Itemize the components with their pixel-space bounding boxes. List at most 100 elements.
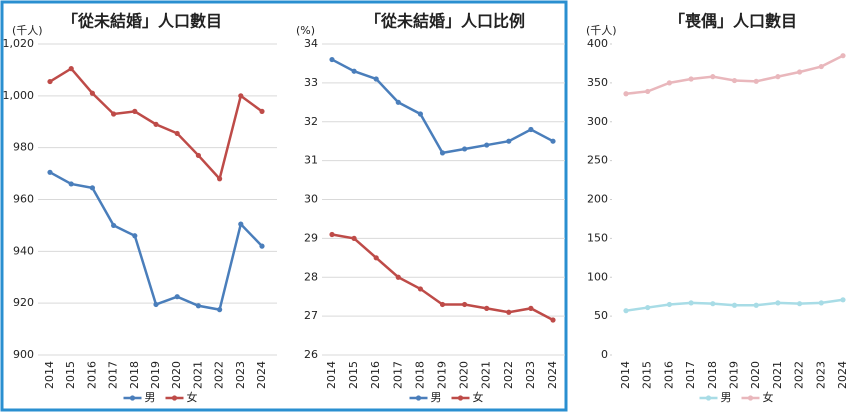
x-tick-label: 2018: [413, 361, 426, 389]
data-point: [506, 309, 512, 315]
series-line: [49, 171, 263, 312]
data-point: [775, 74, 781, 80]
x-tick-label: 2020: [170, 361, 183, 389]
data-point: [373, 76, 379, 82]
x-tick-label: 2024: [836, 361, 849, 389]
y-tick-label: 1,000: [3, 89, 35, 102]
data-point: [623, 308, 629, 314]
y-axis-label: (千人): [12, 24, 43, 37]
x-tick-label: 2015: [347, 361, 360, 389]
data-point: [666, 301, 673, 308]
y-tick-label: 26: [304, 348, 318, 361]
x-tick-label: 2019: [436, 361, 449, 389]
y-tick-label: 31: [304, 154, 318, 167]
chart-title: 「從未結婚」人口數目: [62, 12, 222, 31]
data-point: [797, 69, 803, 75]
legend-label: 男: [145, 391, 156, 404]
legend-marker: [705, 395, 712, 401]
data-point: [439, 150, 446, 156]
data-point: [550, 317, 556, 323]
legend-label: 女: [473, 390, 484, 404]
data-point: [111, 222, 117, 229]
x-tick-label: 2018: [706, 361, 719, 389]
data-point: [484, 305, 490, 311]
data-point: [623, 91, 629, 97]
data-point: [132, 108, 138, 114]
data-point: [259, 243, 265, 249]
panel-frame: [0, 0, 568, 412]
legend-marker: [171, 395, 178, 401]
data-point: [132, 233, 138, 239]
data-point: [89, 185, 95, 191]
data-point: [259, 108, 265, 114]
x-tick-label: 2023: [524, 361, 537, 389]
data-point: [506, 138, 512, 144]
x-tick-label: 2021: [480, 361, 493, 389]
data-point: [329, 231, 335, 238]
x-tick-label: 2021: [771, 361, 784, 389]
y-axis-label: (千人): [586, 24, 617, 37]
y-tick-label: 28: [304, 270, 318, 283]
x-tick-label: 2019: [149, 361, 162, 389]
data-point: [153, 301, 159, 308]
data-point: [68, 66, 74, 72]
y-tick-label: 30: [304, 193, 318, 206]
data-point: [47, 78, 53, 85]
x-tick-label: 2016: [85, 361, 98, 389]
y-tick-label: 32: [304, 115, 318, 128]
data-point: [174, 130, 180, 137]
data-point: [797, 301, 803, 307]
data-point: [395, 274, 401, 280]
data-point: [195, 303, 201, 309]
data-point: [528, 305, 534, 311]
data-point: [666, 80, 673, 86]
y-tick-label: 900: [13, 348, 34, 361]
y-tick-label: 350: [587, 76, 608, 89]
legend-label: 女: [187, 390, 198, 404]
x-tick-label: 2019: [728, 361, 741, 389]
data-point: [731, 77, 738, 84]
data-point: [417, 286, 423, 292]
data-point: [329, 56, 335, 63]
y-tick-label: 29: [304, 231, 318, 244]
data-point: [753, 302, 759, 308]
data-point: [238, 221, 244, 227]
data-point: [174, 294, 180, 300]
x-tick-label: 2020: [458, 361, 471, 389]
y-tick-label: 50: [594, 309, 608, 322]
data-point: [195, 152, 201, 159]
data-point: [818, 63, 824, 70]
y-tick-label: 150: [587, 231, 608, 244]
x-tick-label: 2024: [255, 361, 268, 389]
y-tick-label: 33: [304, 76, 318, 89]
y-tick-label: 960: [13, 193, 34, 206]
y-tick-label: 920: [13, 296, 34, 309]
data-point: [153, 121, 159, 127]
data-point: [840, 53, 846, 59]
legend-label: 男: [431, 391, 442, 404]
data-point: [731, 302, 738, 308]
data-point: [484, 142, 490, 148]
data-point: [528, 126, 534, 133]
data-point: [775, 300, 781, 306]
x-tick-label: 2023: [234, 361, 247, 389]
y-tick-label: 940: [13, 244, 34, 257]
legend-marker: [747, 395, 754, 401]
y-tick-label: 100: [587, 270, 608, 283]
x-tick-label: 2015: [64, 361, 77, 389]
data-point: [753, 78, 759, 84]
y-tick-label: 300: [587, 115, 608, 128]
x-tick-label: 2023: [814, 361, 827, 389]
data-point: [840, 297, 846, 303]
data-point: [89, 90, 95, 96]
data-point: [395, 99, 401, 105]
data-point: [688, 76, 694, 82]
y-axis-label: (%): [296, 24, 315, 37]
y-tick-label: 0: [601, 348, 608, 361]
series-line: [625, 54, 844, 96]
data-point: [217, 307, 223, 313]
x-tick-label: 2016: [662, 361, 675, 389]
y-tick-label: 1,020: [3, 37, 35, 50]
legend-label: 女: [763, 390, 774, 404]
series-line: [331, 58, 554, 155]
